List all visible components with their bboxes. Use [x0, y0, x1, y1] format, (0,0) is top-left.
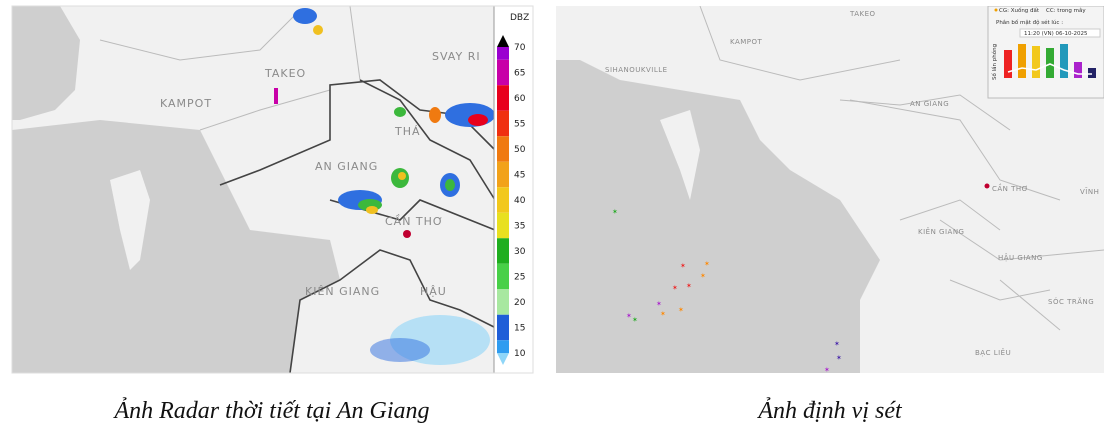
lightning-map: ✶✶ ✶✶ ✶✶ ✶✶ ✶ ✶ ✶✶ ✶✶ KAMPOT TAKEO SIHANO… — [556, 6, 1104, 374]
legend-swatch — [497, 136, 509, 162]
sea — [12, 6, 80, 120]
map-label: KIÊN GIANG — [305, 285, 380, 298]
map-label: TAKEO — [264, 67, 306, 80]
svg-text:✶: ✶ — [678, 306, 684, 314]
legend-tick-label: 65 — [514, 69, 525, 79]
svg-text:✶: ✶ — [632, 316, 638, 324]
sea — [12, 120, 340, 373]
inset-y-label: Số lần phóng — [990, 44, 998, 80]
border — [839, 94, 1051, 301]
map-label: KAMPOT — [160, 97, 212, 110]
legend-tick-label: 45 — [514, 171, 525, 181]
map-label: KAMPOT — [730, 38, 763, 46]
lightning-strikes: ✶✶ ✶✶ ✶✶ ✶✶ ✶ ✶ ✶✶ ✶✶ — [612, 183, 990, 374]
legend-tick-label: 40 — [514, 196, 526, 206]
legend-arrow — [497, 353, 509, 365]
frame — [11, 5, 534, 374]
legend-swatch — [497, 289, 509, 315]
border — [289, 79, 501, 373]
density-inset: CG: Xuống đất CC: trong mây Phân bố mật … — [987, 6, 1104, 99]
land — [556, 6, 1104, 373]
svg-text:✶: ✶ — [686, 282, 692, 290]
legend-swatch — [497, 238, 509, 264]
legend-tick-label: 70 — [514, 43, 526, 53]
inset-legend: CG: Xuống đất — [999, 7, 1040, 14]
radar-map: TAKEO KAMPOT SVAY RI AN GIANG THÁ CẦN TH… — [11, 5, 534, 374]
legend-swatch — [497, 187, 509, 213]
map-label: VĨNH — [1080, 187, 1099, 196]
legend-tick-label: 15 — [514, 324, 525, 334]
inset-legend: CC: trong mây — [1046, 7, 1086, 14]
svg-text:✶: ✶ — [834, 340, 840, 348]
legend-tick-label: 30 — [514, 247, 526, 257]
legend-unit: DBZ — [510, 13, 529, 23]
inset-time: 11:20 (VN) 06-10-2025 — [1024, 31, 1088, 37]
island — [660, 110, 700, 200]
map-label: CẦN THƠ — [992, 183, 1029, 193]
dbz-legend: DBZ 70 65 60 55 50 45 40 35 30 25 20 15 10 — [493, 6, 533, 373]
map-label: TAKEO — [849, 10, 876, 18]
svg-text:✶: ✶ — [660, 310, 666, 318]
svg-text:✶: ✶ — [680, 262, 686, 270]
legend-tick-label: 25 — [514, 273, 525, 283]
svg-text:✶: ✶ — [700, 272, 706, 280]
legend-tick-label: 55 — [514, 120, 525, 130]
legend-tick-label: 50 — [514, 145, 526, 155]
legend-swatch — [497, 110, 509, 137]
svg-text:✶: ✶ — [626, 312, 632, 320]
road — [699, 6, 1104, 331]
map-label: KIÊN GIANG — [918, 227, 964, 236]
legend-swatch — [497, 85, 509, 111]
caption: Ảnh định vị sét — [756, 398, 903, 424]
map-label: THÁ — [394, 125, 421, 138]
map-label: AN GIANG — [315, 160, 378, 173]
map-label: HẬU GIANG — [998, 253, 1043, 262]
map-label: SVAY RI — [432, 50, 481, 63]
inset-bars — [1004, 44, 1096, 78]
caption: Ảnh Radar thời tiết tại An Giang — [112, 398, 429, 424]
legend-swatch — [497, 161, 509, 188]
inset-title: Phân bố mật độ sét lúc : — [996, 19, 1063, 26]
svg-text:✶: ✶ — [672, 284, 678, 292]
legend-tick-label: 10 — [514, 349, 526, 359]
map-label: SÓC TRĂNG — [1048, 297, 1094, 306]
map-label: AN GIANG — [910, 100, 949, 108]
island — [110, 170, 150, 270]
map-label: CẦN THƠ — [385, 214, 444, 228]
map-label: BẠC LIÊU — [975, 348, 1011, 357]
time-select[interactable] — [1019, 28, 1101, 38]
legend-swatch — [497, 212, 509, 239]
legend-tick-label: 60 — [514, 94, 526, 104]
map-label: HẬU — [420, 285, 447, 298]
legend-swatch — [497, 314, 509, 341]
legend-swatch — [497, 59, 509, 86]
legend-swatch — [497, 47, 509, 60]
svg-text:✶: ✶ — [836, 354, 842, 362]
svg-text:✶: ✶ — [824, 366, 830, 374]
legend-arrow — [497, 35, 509, 47]
svg-text:✶: ✶ — [612, 208, 618, 216]
svg-text:✶: ✶ — [704, 260, 710, 268]
legend-swatch — [497, 340, 509, 353]
legend-swatch — [497, 263, 509, 290]
road — [99, 6, 361, 131]
svg-text:✶: ✶ — [656, 300, 662, 308]
map-label: SIHANOUKVILLE — [605, 66, 668, 74]
radar-echo — [274, 8, 495, 365]
legend-tick-label: 35 — [514, 222, 525, 232]
legend-tick-label: 20 — [514, 298, 526, 308]
